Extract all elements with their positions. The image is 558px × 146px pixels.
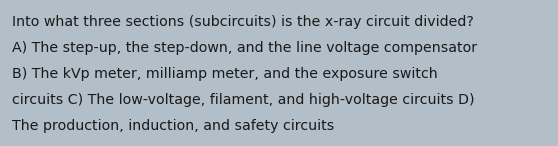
Text: A) The step-up, the step-down, and the line voltage compensator: A) The step-up, the step-down, and the l… — [12, 41, 478, 55]
Text: The production, induction, and safety circuits: The production, induction, and safety ci… — [12, 119, 335, 133]
Text: circuits C) The low-voltage, filament, and high-voltage circuits D): circuits C) The low-voltage, filament, a… — [12, 93, 475, 107]
Text: B) The kVp meter, milliamp meter, and the exposure switch: B) The kVp meter, milliamp meter, and th… — [12, 67, 438, 81]
Text: Into what three sections (subcircuits) is the x-ray circuit divided?: Into what three sections (subcircuits) i… — [12, 15, 474, 29]
